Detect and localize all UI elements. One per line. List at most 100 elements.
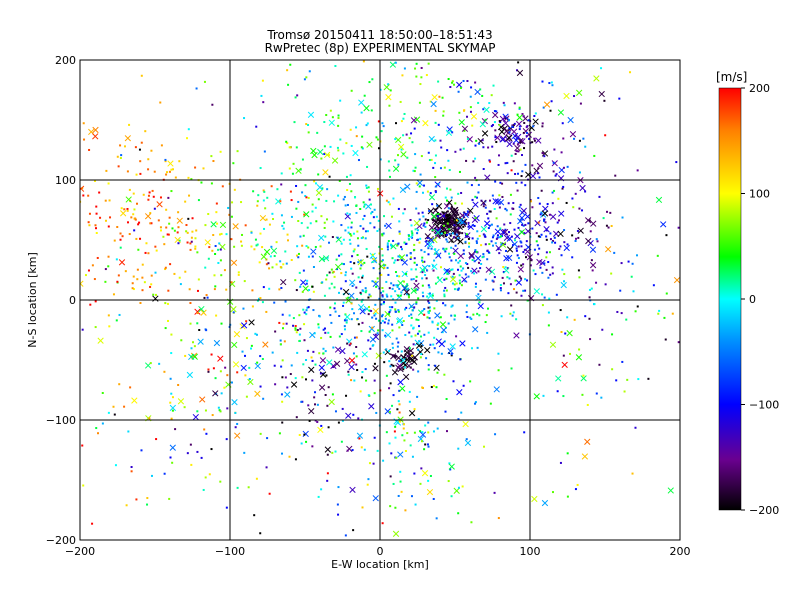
colorbar-tick-label: 200 bbox=[749, 82, 770, 95]
point-dot bbox=[433, 347, 436, 350]
point-dot bbox=[403, 439, 406, 442]
point-dot bbox=[351, 255, 354, 258]
point-dot bbox=[512, 160, 515, 163]
point-dot bbox=[534, 273, 537, 276]
point-dot bbox=[588, 296, 591, 299]
point-dot bbox=[340, 272, 343, 275]
point-dot bbox=[373, 436, 376, 439]
point-dot bbox=[153, 170, 156, 173]
point-dot bbox=[399, 294, 402, 297]
point-dot bbox=[320, 215, 323, 218]
point-dot bbox=[526, 125, 529, 128]
point-dot bbox=[566, 316, 569, 319]
point-x-marker bbox=[144, 213, 152, 220]
point-x-marker bbox=[503, 128, 510, 135]
point-dot bbox=[363, 214, 366, 217]
point-dot bbox=[524, 184, 527, 187]
point-dot bbox=[436, 327, 439, 330]
point-x-marker bbox=[384, 331, 392, 339]
point-dot bbox=[428, 317, 431, 320]
point-dot bbox=[556, 390, 559, 393]
point-dot bbox=[535, 240, 538, 243]
point-dot bbox=[435, 299, 438, 302]
point-x-marker bbox=[451, 219, 459, 227]
point-x-marker bbox=[415, 342, 423, 349]
point-dot bbox=[311, 359, 314, 362]
point-dot bbox=[524, 223, 527, 226]
point-dot bbox=[369, 203, 372, 206]
point-dot bbox=[465, 438, 468, 441]
point-dot bbox=[418, 185, 421, 188]
point-dot bbox=[244, 224, 247, 227]
point-dot bbox=[281, 452, 284, 455]
point-dot bbox=[621, 216, 624, 219]
point-x-marker bbox=[484, 174, 491, 181]
point-dot bbox=[316, 131, 319, 134]
point-dot bbox=[385, 293, 388, 296]
point-dot bbox=[468, 242, 471, 245]
point-dot bbox=[313, 396, 316, 399]
point-dot bbox=[387, 201, 390, 204]
point-x-marker bbox=[280, 278, 287, 286]
point-dot bbox=[350, 226, 353, 229]
point-dot bbox=[607, 226, 610, 229]
point-dot bbox=[142, 193, 145, 196]
point-dot bbox=[469, 95, 472, 98]
point-dot bbox=[377, 319, 380, 322]
point-x-marker bbox=[532, 118, 539, 125]
point-dot bbox=[576, 229, 579, 232]
point-dot bbox=[413, 248, 416, 251]
point-dot bbox=[196, 312, 199, 315]
point-x-marker bbox=[518, 229, 525, 236]
point-dot bbox=[434, 364, 437, 367]
point-dot bbox=[460, 284, 463, 287]
point-dot bbox=[134, 217, 137, 220]
point-dot bbox=[91, 522, 94, 525]
point-x-marker bbox=[464, 232, 471, 239]
point-dot bbox=[437, 322, 440, 325]
point-dot bbox=[135, 202, 138, 205]
point-x-marker bbox=[405, 362, 413, 369]
point-dot bbox=[164, 160, 167, 163]
point-dot bbox=[469, 110, 472, 113]
point-dot bbox=[400, 350, 403, 353]
point-dot bbox=[442, 114, 445, 117]
point-dot bbox=[428, 265, 431, 268]
point-dot bbox=[457, 237, 460, 240]
point-x-marker bbox=[176, 217, 183, 224]
y-tick-label: −100 bbox=[46, 414, 76, 427]
point-dot bbox=[614, 174, 617, 177]
point-dot bbox=[508, 277, 511, 280]
point-dot bbox=[261, 301, 264, 304]
point-dot bbox=[193, 345, 196, 348]
point-dot bbox=[376, 138, 379, 141]
point-dot bbox=[430, 247, 433, 250]
point-x-marker bbox=[131, 397, 138, 404]
y-tick-label: −200 bbox=[46, 534, 76, 547]
point-dot bbox=[214, 245, 217, 248]
point-dot bbox=[443, 166, 446, 169]
point-dot bbox=[336, 236, 339, 239]
point-x-marker bbox=[240, 364, 247, 372]
point-dot bbox=[543, 155, 546, 158]
point-dot bbox=[423, 222, 426, 225]
point-dot bbox=[286, 386, 289, 389]
point-dot bbox=[407, 234, 410, 237]
point-dot bbox=[242, 307, 245, 310]
point-dot bbox=[164, 327, 167, 330]
point-dot bbox=[490, 223, 493, 226]
point-dot bbox=[197, 278, 200, 281]
point-dot bbox=[336, 146, 339, 149]
point-dot bbox=[82, 484, 85, 487]
point-dot bbox=[295, 416, 298, 419]
point-dot bbox=[429, 343, 432, 346]
point-dot bbox=[346, 189, 349, 192]
point-dot bbox=[186, 452, 189, 455]
point-dot bbox=[474, 282, 477, 285]
point-dot bbox=[427, 151, 430, 154]
point-dot bbox=[139, 301, 142, 304]
point-dot bbox=[515, 249, 518, 252]
point-dot bbox=[434, 176, 437, 179]
point-dot bbox=[428, 209, 431, 212]
point-dot bbox=[403, 241, 406, 244]
